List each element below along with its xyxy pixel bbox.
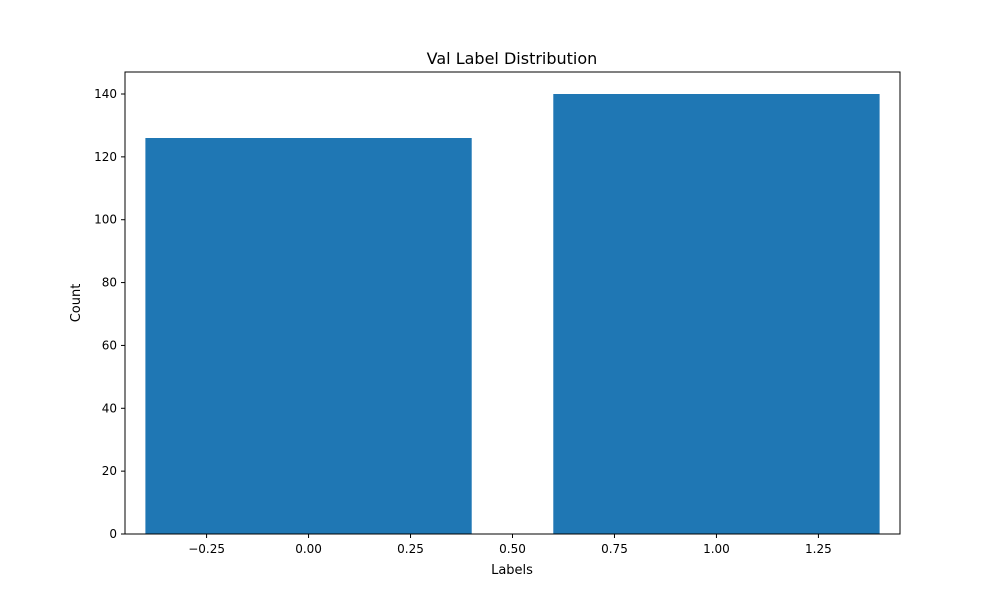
x-axis-label: Labels: [491, 563, 533, 578]
y-tick-label: 100: [94, 213, 117, 227]
x-tick-label: 0.50: [499, 542, 526, 556]
x-tick-label: 1.25: [805, 542, 832, 556]
x-tick-label: 0.75: [601, 542, 628, 556]
y-tick-label: 20: [102, 464, 117, 478]
y-tick-label: 60: [102, 338, 117, 352]
y-tick-label: 80: [102, 276, 117, 290]
chart-title: Val Label Distribution: [427, 49, 598, 68]
x-tick-label: 1.00: [703, 542, 730, 556]
x-tick-label: −0.25: [188, 542, 225, 556]
y-axis-label: Count: [69, 284, 84, 323]
x-tick-label: 0.00: [295, 542, 322, 556]
y-axis: 0 20 40 60 80 100 120 140: [94, 87, 125, 541]
x-axis: −0.25 0.00 0.25 0.50 0.75 1.00 1.25: [188, 534, 832, 556]
bar-0: [145, 138, 472, 534]
y-tick-label: 0: [109, 527, 117, 541]
y-tick-label: 140: [94, 87, 117, 101]
x-tick-label: 0.25: [397, 542, 424, 556]
y-tick-label: 40: [102, 401, 117, 415]
bar-1: [553, 94, 880, 534]
y-tick-label: 120: [94, 150, 117, 164]
bars-group: [145, 94, 880, 534]
